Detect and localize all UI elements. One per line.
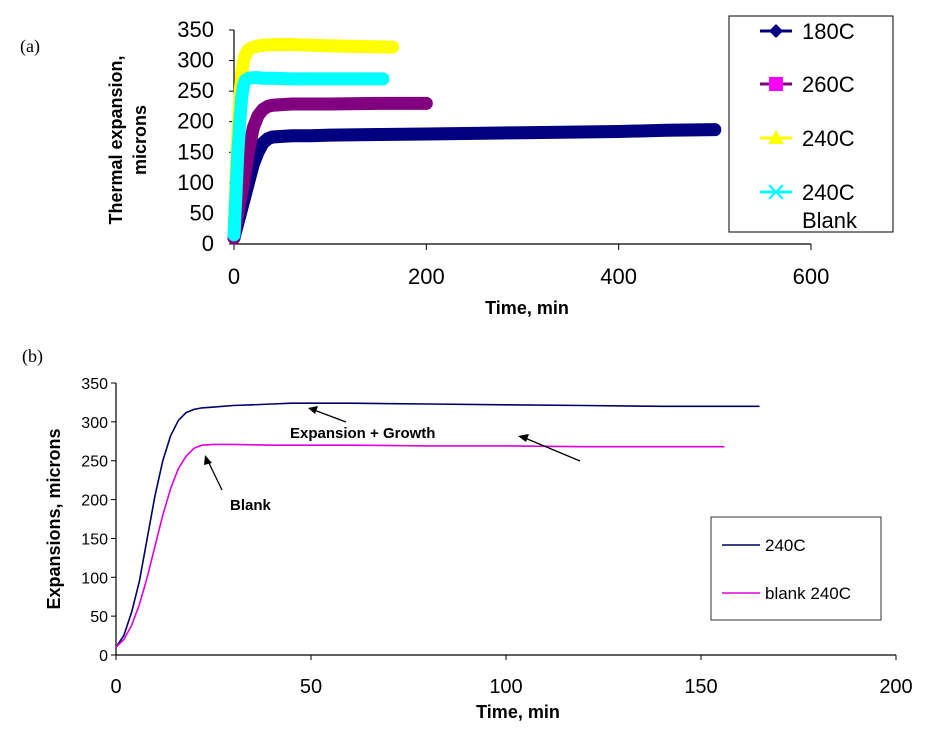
annotation-expansion-growth: Expansion + Growth (290, 425, 435, 442)
chart-b-x-title: Time, min (476, 702, 560, 722)
chart-a-y-tick-label: 150 (177, 139, 214, 164)
arrow-head-blank (204, 455, 212, 465)
chart-a-x-title: Time, min (485, 298, 569, 318)
chart-a-series-line-3 (227, 71, 390, 242)
chart-b-x-tick-label: 200 (879, 676, 912, 698)
chart-b-y-tick-label: 150 (81, 531, 108, 548)
chart-a-x-tick-label: 200 (408, 264, 445, 289)
chart-b-x-tick-label: 150 (684, 676, 717, 698)
arrow-head-240c-right (518, 434, 529, 442)
chart-b-y-tick-label: 350 (81, 376, 108, 393)
chart-b-x-tick-label: 0 (110, 676, 121, 698)
panel-a-label: (a) (20, 36, 40, 57)
chart-a-legend: 180C 260C 240C 240C Blank (728, 15, 894, 233)
chart-b-y-tick-label: 50 (90, 609, 108, 626)
annotation-arrows (204, 406, 581, 491)
arrow-to-240c-curve-right (524, 437, 581, 462)
chart-b-legend-box (710, 516, 882, 621)
arrow-to-blank-curve (207, 460, 223, 491)
chart-b-series-line-0 (115, 402, 760, 648)
chart-a-legend-box (728, 15, 894, 233)
chart-b-y-ticks: 0 50 100 150 200 250 300 350 (81, 376, 116, 665)
chart-a-legend-marker-1 (769, 77, 783, 91)
chart-a-legend-entries: 180C 260C 240C 240C Blank (760, 19, 858, 233)
chart-a-legend-label-3: 240C (802, 180, 855, 205)
chart-a-y-tick-label: 0 (202, 231, 214, 256)
chart-a-x-tick-label: 400 (600, 264, 637, 289)
chart-a-y-tick-label: 200 (177, 109, 214, 134)
chart-b-legend-entries: 240C blank 240C (722, 536, 851, 603)
chart-b-x-tick-label: 100 (489, 676, 522, 698)
chart-a-y-tick-label: 300 (177, 48, 214, 73)
chart-a-legend-label-2: 240C (802, 126, 855, 151)
chart-b-x-tick-label: 50 (300, 676, 322, 698)
chart-b-y-tick-label: 0 (99, 648, 108, 665)
chart-a-legend-marker-3 (768, 184, 784, 200)
annotation-blank: Blank (230, 497, 272, 514)
chart-a-y-tick-label: 350 (177, 17, 214, 42)
chart-a-series-line-0 (227, 123, 722, 245)
chart-a-series (227, 38, 722, 245)
chart-b-y-title: Expansions, microns (44, 428, 64, 609)
chart-a-legend-marker-2 (768, 130, 784, 144)
chart-a-y-tick-label: 100 (177, 170, 214, 195)
chart-a-x-tick-label: 0 (228, 264, 240, 289)
chart-b-x-ticks: 0 50 100 150 200 (110, 655, 913, 698)
chart-a-x-tick-label: 600 (793, 264, 830, 289)
chart-b-y-tick-label: 250 (81, 454, 108, 471)
chart-a-y-tick-label: 50 (190, 200, 214, 225)
chart-b-series (115, 402, 760, 648)
chart-b-series-line-1 (115, 443, 725, 648)
chart-a-series-line-1 (227, 96, 433, 245)
chart-b-y-tick-label: 200 (81, 493, 108, 510)
chart-a-legend-marker-0 (769, 24, 783, 38)
chart-a-x-ticks: 0 200 400 600 (228, 244, 829, 289)
chart-b-legend: 240C blank 240C (710, 516, 882, 621)
chart-b-legend-label-0: 240C (765, 536, 806, 555)
chart-a-y-ticks: 0 50 100 150 200 250 300 350 (177, 17, 234, 256)
chart-a-y-tick-label: 250 (177, 78, 214, 103)
chart-a-legend-label-3: Blank (802, 208, 858, 233)
chart-b-legend-label-1: blank 240C (765, 584, 851, 603)
arrow-to-240c-curve (313, 409, 347, 423)
chart-a-y-title-line2: microns (130, 105, 150, 175)
chart-a-legend-label-1: 260C (802, 72, 855, 97)
chart-b-y-tick-label: 100 (81, 570, 108, 587)
chart-a-y-title-line1: Thermal expansion, (106, 55, 126, 224)
chart-b-y-tick-label: 300 (81, 415, 108, 432)
chart-a-legend-label-0: 180C (802, 19, 855, 44)
arrow-head-240c (308, 406, 318, 414)
panel-b-label: (b) (22, 346, 43, 367)
